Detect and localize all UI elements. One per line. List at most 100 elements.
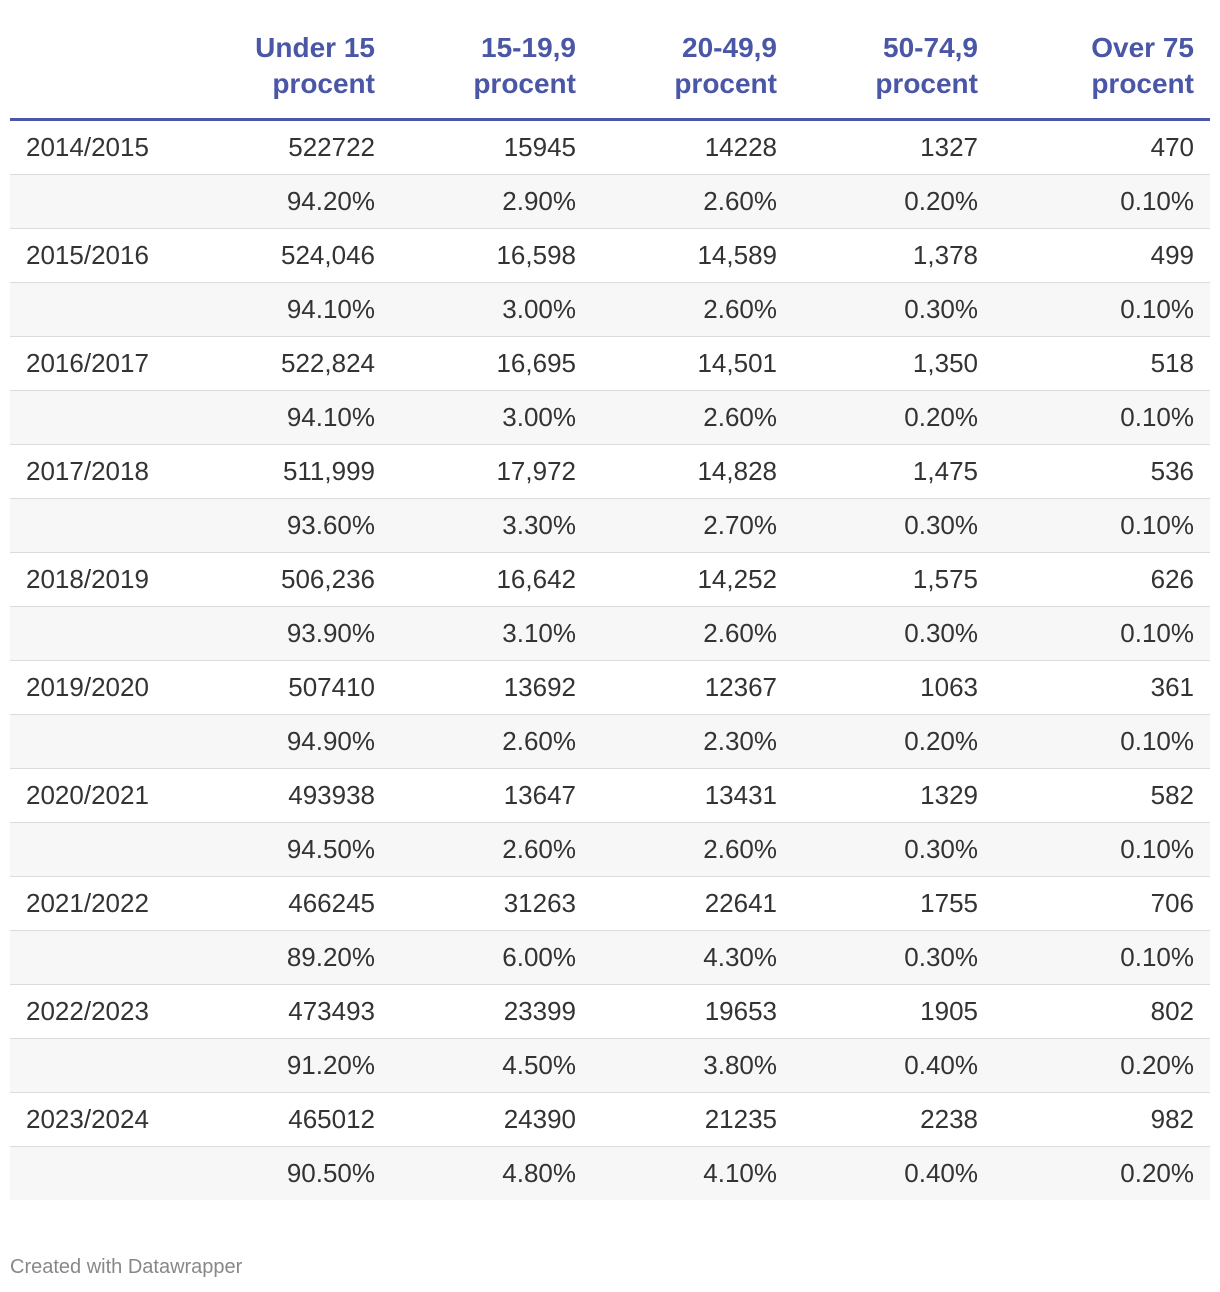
range-50-74-cell: 0.30% [793,930,994,985]
range-15-19-cell: 16,695 [391,336,592,391]
range-50-74-cell: 1755 [793,876,994,931]
year-cell [10,822,190,877]
table-header-row: Under 15 procent 15-19,9 procent 20-49,9… [10,30,1210,121]
under-15-cell: 93.90% [190,606,391,661]
over-75-cell: 0.10% [994,606,1210,661]
table-row: 93.60% 3.30% 2.70% 0.30% 0.10% [10,498,1210,553]
datawrapper-credit: Created with Datawrapper [10,1256,243,1278]
range-20-49-cell: 2.60% [592,822,793,877]
table-row: 94.50% 2.60% 2.60% 0.30% 0.10% [10,822,1210,877]
under-15-cell: 507410 [190,660,391,715]
table-row: 94.10% 3.00% 2.60% 0.30% 0.10% [10,282,1210,337]
year-cell: 2017/2018 [10,444,190,499]
range-15-19-cell: 15945 [391,119,592,175]
over-75-cell: 361 [994,660,1210,715]
range-50-74-cell: 0.20% [793,714,994,769]
range-15-19-cell: 16,598 [391,228,592,283]
year-cell: 2019/2020 [10,660,190,715]
table-row: 2018/2019 506,236 16,642 14,252 1,575 626 [10,552,1210,607]
data-table-container: Under 15 procent 15-19,9 procent 20-49,9… [10,30,1210,1200]
range-50-74-cell: 1905 [793,984,994,1039]
range-20-49-cell: 2.30% [592,714,793,769]
range-20-49-cell: 3.80% [592,1038,793,1093]
over-75-cell: 0.10% [994,282,1210,337]
range-15-19-cell: 31263 [391,876,592,931]
table-row: 2023/2024 465012 24390 21235 2238 982 [10,1092,1210,1147]
range-50-74-cell: 1063 [793,660,994,715]
over-75-cell: 0.10% [994,174,1210,229]
data-table: Under 15 procent 15-19,9 procent 20-49,9… [10,30,1210,1200]
year-cell [10,714,190,769]
range-15-19-cell: 13692 [391,660,592,715]
range-20-49-cell: 4.10% [592,1146,793,1200]
range-50-74-cell: 0.40% [793,1146,994,1200]
year-cell: 2015/2016 [10,228,190,283]
column-header-over-75: Over 75 procent [994,30,1210,121]
over-75-cell: 536 [994,444,1210,499]
under-15-cell: 506,236 [190,552,391,607]
range-20-49-cell: 21235 [592,1092,793,1147]
year-cell [10,282,190,337]
over-75-cell: 0.10% [994,822,1210,877]
table-row: 94.10% 3.00% 2.60% 0.20% 0.10% [10,390,1210,445]
range-15-19-cell: 3.30% [391,498,592,553]
range-20-49-cell: 13431 [592,768,793,823]
over-75-cell: 0.10% [994,498,1210,553]
range-50-74-cell: 0.30% [793,498,994,553]
under-15-cell: 511,999 [190,444,391,499]
table-row: 91.20% 4.50% 3.80% 0.40% 0.20% [10,1038,1210,1093]
under-15-cell: 90.50% [190,1146,391,1200]
range-20-49-cell: 2.60% [592,282,793,337]
over-75-cell: 982 [994,1092,1210,1147]
year-cell [10,174,190,229]
column-header-under-15: Under 15 procent [190,30,391,121]
year-cell: 2014/2015 [10,119,190,175]
table-row: 89.20% 6.00% 4.30% 0.30% 0.10% [10,930,1210,985]
range-20-49-cell: 14,589 [592,228,793,283]
range-50-74-cell: 1,575 [793,552,994,607]
under-15-cell: 94.10% [190,282,391,337]
range-15-19-cell: 6.00% [391,930,592,985]
range-20-49-cell: 22641 [592,876,793,931]
range-15-19-cell: 4.50% [391,1038,592,1093]
over-75-cell: 802 [994,984,1210,1039]
column-header-15-19: 15-19,9 procent [391,30,592,121]
range-50-74-cell: 0.30% [793,282,994,337]
range-50-74-cell: 2238 [793,1092,994,1147]
range-50-74-cell: 1327 [793,119,994,175]
range-50-74-cell: 0.20% [793,390,994,445]
range-20-49-cell: 19653 [592,984,793,1039]
over-75-cell: 626 [994,552,1210,607]
range-20-49-cell: 14228 [592,119,793,175]
table-row: 2021/2022 466245 31263 22641 1755 706 [10,876,1210,931]
under-15-cell: 94.50% [190,822,391,877]
under-15-cell: 473493 [190,984,391,1039]
year-cell [10,930,190,985]
under-15-cell: 94.90% [190,714,391,769]
range-50-74-cell: 0.40% [793,1038,994,1093]
range-15-19-cell: 3.00% [391,282,592,337]
under-15-cell: 524,046 [190,228,391,283]
range-20-49-cell: 2.60% [592,606,793,661]
year-cell [10,498,190,553]
under-15-cell: 93.60% [190,498,391,553]
over-75-cell: 706 [994,876,1210,931]
year-cell [10,390,190,445]
year-cell [10,1038,190,1093]
range-50-74-cell: 1,475 [793,444,994,499]
table-row: 2020/2021 493938 13647 13431 1329 582 [10,768,1210,823]
range-15-19-cell: 3.10% [391,606,592,661]
range-20-49-cell: 12367 [592,660,793,715]
under-15-cell: 94.20% [190,174,391,229]
table-row: 94.90% 2.60% 2.30% 0.20% 0.10% [10,714,1210,769]
over-75-cell: 0.10% [994,390,1210,445]
range-15-19-cell: 2.60% [391,822,592,877]
table-row: 94.20% 2.90% 2.60% 0.20% 0.10% [10,174,1210,229]
range-15-19-cell: 16,642 [391,552,592,607]
range-50-74-cell: 1329 [793,768,994,823]
year-cell: 2016/2017 [10,336,190,391]
under-15-cell: 522722 [190,119,391,175]
table-row: 2016/2017 522,824 16,695 14,501 1,350 518 [10,336,1210,391]
column-header-50-74: 50-74,9 procent [793,30,994,121]
range-15-19-cell: 17,972 [391,444,592,499]
